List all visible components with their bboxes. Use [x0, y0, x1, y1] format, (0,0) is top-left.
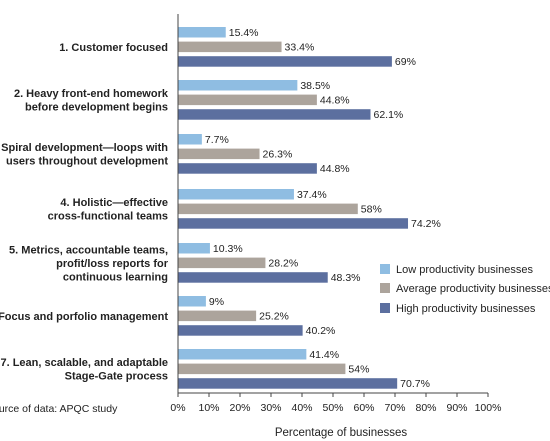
x-tick-label-6: 50%	[322, 402, 343, 414]
bar-series-3-category-3	[178, 163, 317, 174]
bar-series-3-category-5	[178, 272, 328, 283]
value-label-series-3-category-1: 69%	[395, 56, 416, 68]
category-label-5-line-1: 5. Metrics, accountable teams,	[9, 244, 168, 256]
x-tick-label-1: 0%	[170, 402, 185, 414]
x-tick-label-7: 60%	[353, 402, 374, 414]
bar-series-2-category-4	[178, 203, 358, 215]
x-tick-label-2: 10%	[198, 402, 219, 414]
source-note: Source of data: APQC study	[0, 403, 118, 415]
category-label-1-line-1: 1. Customer focused	[59, 42, 168, 54]
value-label-series-2-category-6: 25.2%	[259, 311, 289, 323]
bar-series-2-category-3	[178, 148, 260, 160]
value-labels: 15.4% 38.5% 7.7% 37.4% 10.3% 9% 41.4% 33.4% 44.8…	[205, 27, 441, 390]
bars	[178, 27, 409, 389]
bar-series-1-category-5	[178, 243, 210, 254]
x-tick-label-11: 100%	[475, 402, 502, 414]
bar-series-2-category-2	[178, 94, 317, 106]
x-axis-title: Percentage of businesses	[275, 427, 408, 439]
category-label-5-line-2: profit/loss reports for	[56, 258, 169, 270]
value-label-series-2-category-3: 26.3%	[263, 149, 293, 161]
value-label-series-1-category-4: 37.4%	[297, 189, 327, 201]
legend-swatch-2	[380, 283, 390, 293]
category-label-7-line-2: Stage-Gate process	[65, 371, 168, 383]
bar-series-3-category-1	[178, 56, 392, 67]
bar-series-2-category-5	[178, 257, 266, 269]
value-label-series-3-category-7: 70.7%	[400, 378, 430, 390]
x-tick-label-4: 30%	[260, 402, 281, 414]
x-tick-label-3: 20%	[229, 402, 250, 414]
bar-series-3-category-2	[178, 109, 371, 120]
legend-swatch-3	[380, 303, 390, 313]
value-label-series-3-category-2: 62.1%	[374, 109, 404, 121]
category-label-4-line-1: 4. Holistic—effective	[60, 197, 168, 209]
category-label-3-line-1: 3. Spiral development—loops with	[0, 142, 168, 154]
value-label-series-2-category-1: 33.4%	[285, 42, 315, 54]
category-label-7-line-1: 7. Lean, scalable, and adaptable	[0, 357, 168, 369]
bar-series-1-category-6	[178, 296, 206, 307]
x-tick-label-9: 80%	[415, 402, 436, 414]
value-label-series-2-category-2: 44.8%	[320, 95, 350, 107]
bar-series-3-category-4	[178, 218, 409, 229]
bar-series-1-category-7	[178, 349, 307, 360]
x-tick-label-8: 70%	[384, 402, 405, 414]
legend-label-1: Low productivity businesses	[396, 264, 533, 276]
value-label-series-2-category-7: 54%	[348, 364, 369, 376]
bar-series-1-category-3	[178, 134, 202, 145]
bar-series-3-category-6	[178, 325, 303, 336]
x-axis-ticks: 0% 10% 20% 30% 40% 50% 60% 70% 80% 90% 100%	[170, 393, 501, 414]
bar-series-3-category-7	[178, 378, 398, 389]
value-label-series-3-category-3: 44.8%	[320, 163, 350, 175]
category-label-4-line-2: cross-functional teams	[48, 211, 168, 223]
legend-swatch-1	[380, 264, 390, 274]
value-label-series-1-category-1: 15.4%	[229, 27, 259, 39]
value-label-series-1-category-6: 9%	[209, 296, 224, 308]
category-label-2-line-1: 2. Heavy front-end homework	[14, 88, 169, 100]
category-labels: 1. Customer focused 2. Heavy front-end ho…	[0, 42, 169, 383]
category-label-2-line-2: before development begins	[25, 102, 168, 114]
bar-series-1-category-2	[178, 80, 298, 91]
value-label-series-3-category-6: 40.2%	[306, 325, 336, 337]
value-label-series-3-category-5: 48.3%	[331, 272, 361, 284]
category-label-6-line-1: 6. Focus and porfolio management	[0, 311, 168, 323]
value-label-series-1-category-5: 10.3%	[213, 243, 243, 255]
value-label-series-2-category-5: 28.2%	[268, 258, 298, 270]
value-label-series-1-category-7: 41.4%	[309, 349, 339, 361]
bar-series-2-category-1	[178, 41, 282, 53]
x-tick-label-10: 90%	[446, 402, 467, 414]
bar-series-2-category-6	[178, 310, 257, 322]
value-label-series-2-category-4: 58%	[361, 204, 382, 216]
bar-series-1-category-1	[178, 27, 226, 38]
legend-label-2: Average productivity businesses	[396, 283, 550, 295]
bar-series-1-category-4	[178, 189, 294, 200]
x-tick-label-5: 40%	[291, 402, 312, 414]
legend-label-3: High productivity businesses	[396, 303, 536, 315]
category-label-5-line-3: continuous learning	[63, 271, 168, 283]
value-label-series-1-category-2: 38.5%	[300, 80, 330, 92]
legend: Low productivity businesses Average produ…	[380, 264, 550, 315]
value-label-series-3-category-4: 74.2%	[411, 218, 441, 230]
category-label-3-line-2: users throughout development	[6, 156, 168, 168]
value-label-series-1-category-3: 7.7%	[205, 134, 229, 146]
bar-series-2-category-7	[178, 363, 346, 375]
